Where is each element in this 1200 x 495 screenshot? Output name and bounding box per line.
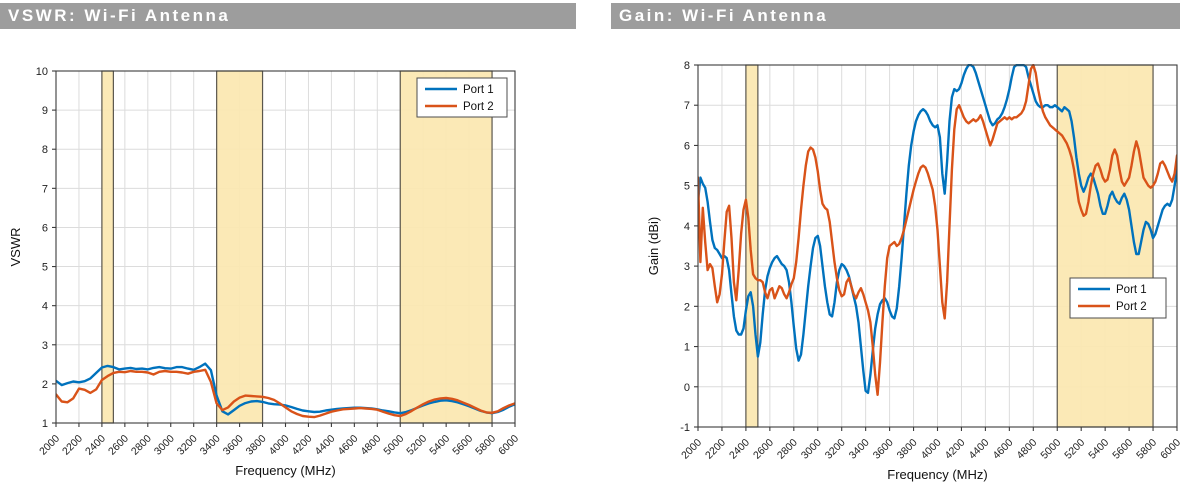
series-group: [56, 362, 515, 419]
y-tick-label: 5: [42, 262, 48, 274]
x-tick-label: 5200: [404, 433, 429, 458]
x-tick-label: 3000: [799, 437, 824, 462]
x-tick-label: 5800: [1134, 437, 1159, 462]
x-tick-label: 4400: [313, 433, 338, 458]
x-tick-label: 2000: [679, 437, 704, 462]
legend-box: [416, 77, 508, 118]
series-group: [698, 64, 1177, 396]
gain-title-bar: Gain: Wi-Fi Antenna: [611, 3, 1180, 29]
vswr-title-bar: VSWR: Wi-Fi Antenna: [0, 3, 576, 29]
x-tick-label: 2600: [106, 433, 131, 458]
highlight-band: [101, 70, 114, 424]
y-tick-label: 7: [684, 100, 690, 112]
x-tick-label: 5000: [1038, 437, 1063, 462]
y-tick-label: -1: [680, 422, 690, 434]
highlight-band: [216, 70, 264, 424]
x-tick-label: 3000: [152, 433, 177, 458]
legend-label: Port 2: [1116, 301, 1147, 313]
x-tick-label: 4600: [990, 437, 1015, 462]
legend-label: Port 1: [1116, 284, 1147, 296]
x-tick-label: 5600: [450, 433, 475, 458]
x-tick-label: 4800: [358, 433, 383, 458]
x-tick-label: 6000: [496, 433, 521, 458]
y-tick-label: 2: [42, 379, 48, 391]
x-tick-label: 2400: [83, 433, 108, 458]
x-tick-label: 3200: [823, 437, 848, 462]
x-tick-label: 3600: [221, 433, 246, 458]
x-tick-label: 2800: [129, 433, 154, 458]
y-tick-label: 0: [684, 382, 690, 394]
x-tick-label: 5400: [1086, 437, 1111, 462]
x-tick-label: 2200: [60, 433, 85, 458]
x-tick-label: 3200: [175, 433, 200, 458]
y-tick-label: 1: [684, 342, 690, 354]
x-tick-label: 5400: [427, 433, 452, 458]
y-tick-label: 9: [42, 105, 48, 117]
x-axis-label: Frequency (MHz): [235, 463, 335, 478]
y-tick-label: 6: [42, 222, 48, 234]
legend-box: [1069, 277, 1167, 319]
gain-chart-title: Gain: Wi-Fi Antenna: [619, 6, 829, 25]
x-tick-label: 4800: [1014, 437, 1039, 462]
y-tick-label: 1: [42, 418, 48, 430]
legend-label: Port 2: [463, 101, 494, 113]
y-tick-label: 7: [42, 183, 48, 195]
x-tick-label: 5800: [473, 433, 498, 458]
series-line-port-2: [56, 368, 515, 419]
x-axis-label: Frequency (MHz): [887, 467, 987, 482]
x-tick-label: 3400: [198, 433, 223, 458]
y-tick-label: 8: [684, 60, 690, 72]
x-tick-label: 4600: [335, 433, 360, 458]
x-tick-label: 4400: [967, 437, 992, 462]
y-tick-label: 10: [36, 66, 48, 78]
x-tick-label: 2800: [775, 437, 800, 462]
gain-chart: 2000220024002600280030003200340036003800…: [646, 60, 1183, 482]
x-tick-label: 4000: [919, 437, 944, 462]
y-tick-label: 5: [684, 181, 690, 193]
series-line-port-1: [698, 64, 1177, 394]
y-tick-label: 4: [684, 221, 690, 233]
y-tick-label: 8: [42, 144, 48, 156]
y-tick-label: 6: [684, 140, 690, 152]
vswr-chart-title: VSWR: Wi-Fi Antenna: [8, 6, 231, 25]
x-tick-label: 3800: [244, 433, 269, 458]
y-tick-label: 3: [42, 340, 48, 352]
y-tick-label: 4: [42, 301, 48, 313]
x-tick-label: 2400: [727, 437, 752, 462]
highlight-band: [745, 64, 759, 428]
legend-label: Port 1: [463, 84, 494, 96]
x-tick-label: 4200: [290, 433, 315, 458]
y-axis-label: VSWR: [8, 228, 23, 267]
vswr-chart: 2000220024002600280030003200340036003800…: [8, 66, 521, 478]
highlight-band: [399, 70, 493, 424]
x-tick-label: 4200: [943, 437, 968, 462]
y-tick-label: 2: [684, 301, 690, 313]
x-tick-label: 2600: [751, 437, 776, 462]
x-tick-label: 6000: [1158, 437, 1183, 462]
x-tick-label: 3800: [895, 437, 920, 462]
x-tick-label: 3600: [871, 437, 896, 462]
x-tick-label: 2000: [37, 433, 62, 458]
series-line-port-2: [698, 64, 1177, 396]
x-tick-label: 5200: [1062, 437, 1087, 462]
x-tick-label: 2200: [703, 437, 728, 462]
x-tick-label: 3400: [847, 437, 872, 462]
x-tick-label: 5600: [1110, 437, 1135, 462]
x-tick-label: 5000: [381, 433, 406, 458]
y-tick-label: 3: [684, 261, 690, 273]
y-axis-label: Gain (dBi): [646, 217, 661, 276]
x-tick-label: 4000: [267, 433, 292, 458]
series-line-port-1: [56, 362, 515, 416]
